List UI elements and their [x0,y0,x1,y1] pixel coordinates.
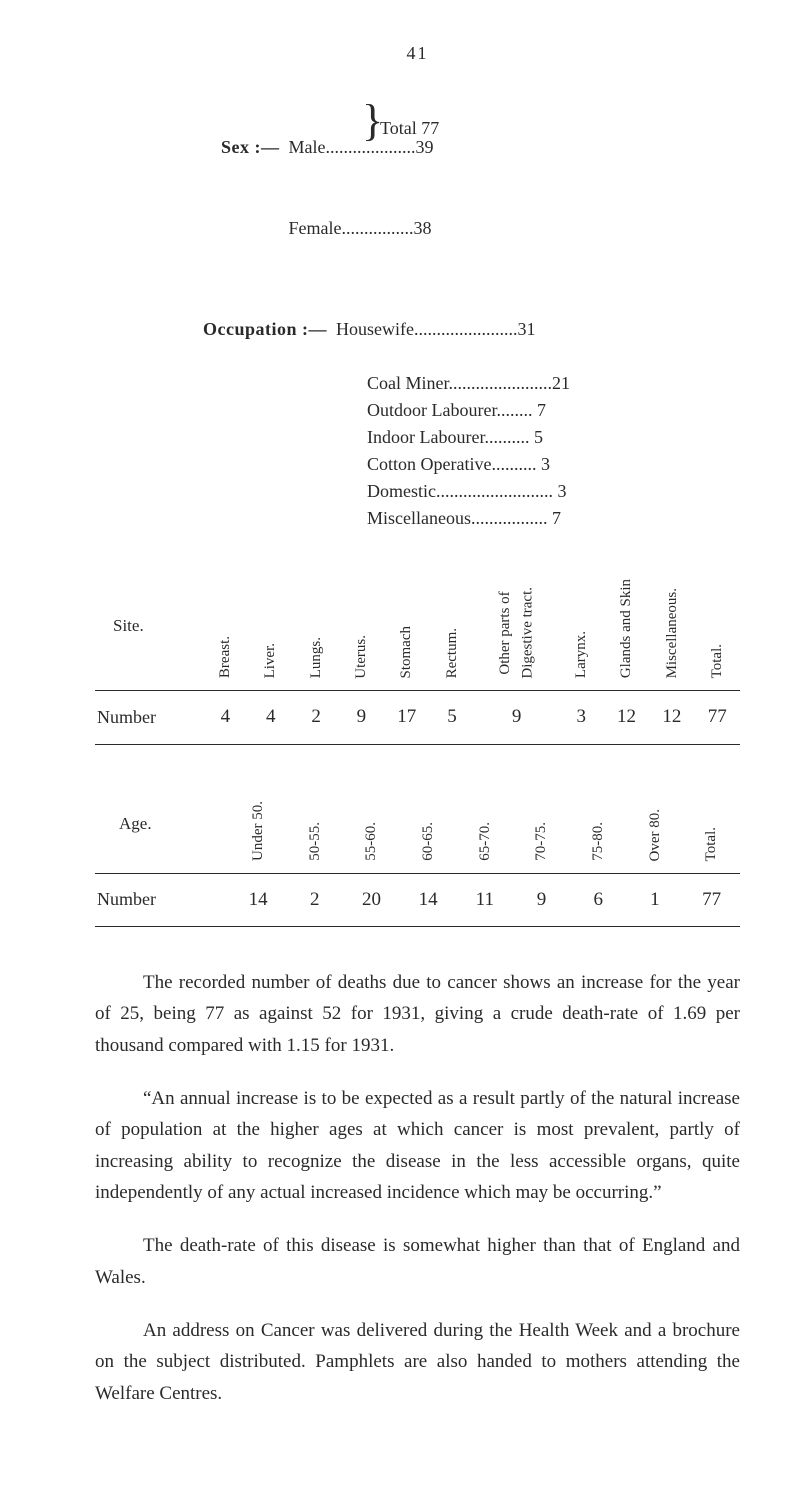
paragraph: An address on Cancer was delivered durin… [95,1315,740,1409]
age-val: 2 [286,873,343,927]
site-row-header: Site. [95,562,203,691]
female-label: Female [289,218,342,238]
age-col: 55-60. [360,822,383,861]
occ-item-name: Domestic [367,481,436,501]
paragraph: “An annual increase is to be expected as… [95,1083,740,1208]
occ-item-name: Outdoor Labourer [367,400,496,420]
occ-item-val: 7 [532,400,546,420]
site-val: 3 [559,691,604,745]
age-val: 1 [627,873,684,927]
site-col: Total. [706,644,729,678]
site-table: Site. Breast. Liver. Lungs. Uterus. Stom… [95,562,740,745]
age-val: 6 [570,873,627,927]
occ-item-val: 3 [536,454,550,474]
site-val: 9 [339,691,384,745]
age-val: 14 [230,873,287,927]
site-col: Uterus. [350,635,373,679]
sex-label: Sex :— [221,137,280,157]
site-col: Larynx. [570,631,593,678]
occ-item-val: 31 [518,319,536,339]
age-val: 20 [343,873,400,927]
age-col: 75-80. [587,822,610,861]
occ-item-val: 7 [547,508,561,528]
sex-total-label: Total 77 [380,118,439,138]
occ-item-name: Indoor Labourer [367,427,484,447]
occ-item-dots: ................. [471,508,548,528]
occ-item-name: Housewife [336,319,414,339]
page-number: 41 [95,40,740,67]
age-table: Age. Under 50. 50-55. 55-60. 60-65. 65-7… [95,775,740,928]
site-val: 4 [203,691,248,745]
age-col: Under 50. [247,801,270,861]
site-col: Liver. [259,643,282,678]
occ-item-name: Coal Miner [367,373,449,393]
female-val: 38 [413,218,431,238]
age-col: 50-55. [304,822,327,861]
sex-section: Sex :— Male....................39 Sex :—… [185,107,740,269]
site-col: Miscellaneous. [661,588,684,678]
age-col: Total. [700,827,723,861]
site-col: Glands and Skin [615,579,638,678]
occ-item-val: 21 [552,373,570,393]
site-row-label: Number [95,691,203,745]
site-val: 4 [248,691,293,745]
occ-item-name: Miscellaneous [367,508,471,528]
age-col: 60-65. [417,822,440,861]
female-dots: ................ [341,218,413,238]
sex-total: } Total 77 [380,115,439,142]
site-col: Rectum. [441,628,464,678]
site-col: Stomach [395,626,418,679]
occ-item-dots: .......................... [436,481,553,501]
male-label: Male [289,137,326,157]
site-val: 5 [429,691,474,745]
site-val: 17 [384,691,429,745]
age-row-label: Number [95,873,230,927]
occ-item-dots: .......... [484,427,529,447]
site-val: 77 [695,691,740,745]
age-val: 14 [400,873,457,927]
site-val: 9 [475,691,559,745]
age-val: 11 [456,873,513,927]
paragraph: The death-rate of this disease is somewh… [95,1230,740,1293]
occ-item-dots: ....................... [414,319,518,339]
age-val: 77 [683,873,740,927]
occupation-label: Occupation :— [203,319,327,339]
age-col: Over 80. [644,809,667,862]
age-row-header: Age. [95,775,230,874]
site-col: Other parts of Digestive tract. [494,587,539,679]
paragraph: The recorded number of deaths due to can… [95,967,740,1061]
brace-icon: } [362,99,383,143]
occ-item-dots: ....................... [449,373,553,393]
age-col: 70-75. [530,822,553,861]
site-col: Breast. [214,636,237,678]
occ-item-dots: ........ [496,400,532,420]
site-col: Lungs. [305,637,328,678]
occ-item-dots: .......... [491,454,536,474]
age-val: 9 [513,873,570,927]
age-col: 65-70. [474,822,497,861]
site-val: 12 [604,691,649,745]
occ-item-name: Cotton Operative [367,454,491,474]
occ-item-val: 3 [553,481,567,501]
site-val: 2 [293,691,338,745]
occupation-section: Occupation :— Housewife.................… [185,289,740,532]
site-val: 12 [649,691,694,745]
occ-item-val: 5 [529,427,543,447]
